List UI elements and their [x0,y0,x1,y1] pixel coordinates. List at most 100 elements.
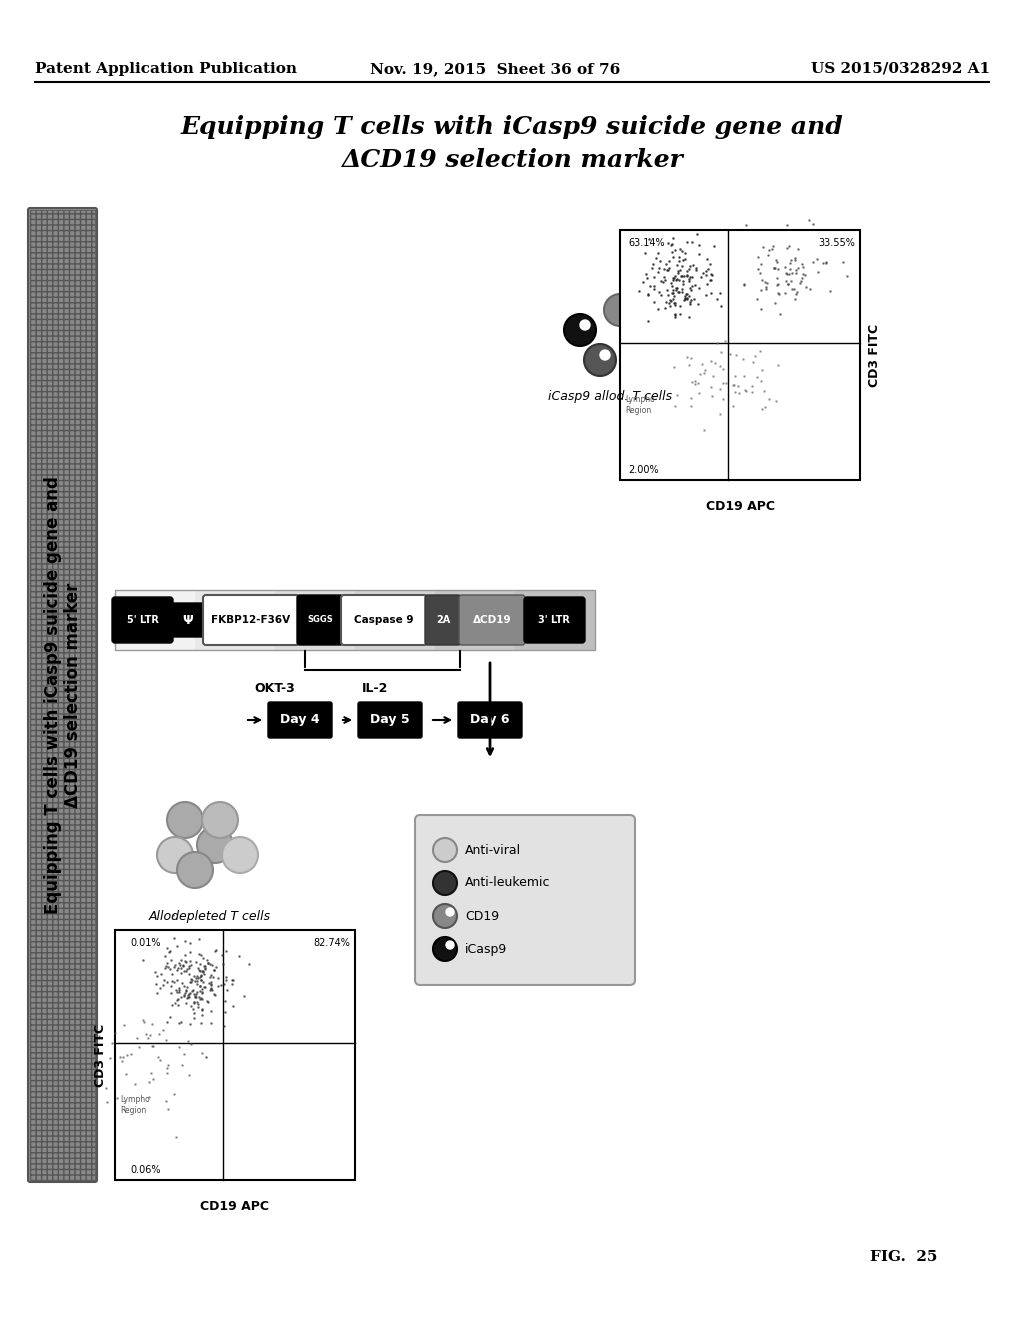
Point [194,978,210,999]
Point [672,259,688,280]
Point [181,957,198,978]
Point [170,978,186,999]
Point [176,975,193,997]
Point [644,253,660,275]
Point [158,956,174,977]
Point [144,1068,161,1089]
Point [835,252,851,273]
Point [127,1073,143,1094]
Point [669,255,685,276]
Point [684,275,700,296]
Text: iCasp9: iCasp9 [465,942,507,956]
FancyBboxPatch shape [112,597,173,643]
Point [184,979,201,1001]
Point [666,247,682,268]
Point [206,983,222,1005]
Point [169,981,185,1002]
Point [761,388,777,409]
Point [665,279,681,300]
Point [649,261,666,282]
Point [750,247,766,268]
Point [177,993,194,1014]
Point [641,228,657,249]
Text: 2A: 2A [436,615,451,624]
Point [665,289,681,310]
Point [784,263,801,284]
Point [753,253,769,275]
Point [129,1027,145,1048]
Point [167,979,183,1001]
Point [769,282,785,304]
Point [185,998,202,1019]
Point [166,972,182,993]
FancyBboxPatch shape [172,603,204,638]
Point [640,285,656,306]
Point [778,271,795,292]
Point [203,1001,219,1022]
Point [182,1034,199,1055]
Point [171,1036,187,1057]
Point [185,1002,202,1023]
FancyBboxPatch shape [297,595,343,645]
Point [151,1047,167,1068]
Point [197,957,213,978]
Point [703,385,720,407]
Point [162,958,178,979]
Point [665,269,681,290]
Point [727,345,743,366]
Point [678,261,694,282]
Point [199,990,215,1011]
Point [159,937,175,958]
Point [651,251,668,272]
Point [713,296,729,317]
Point [185,965,202,986]
Point [679,265,695,286]
Point [670,281,686,302]
Point [114,1051,130,1072]
Point [191,942,208,964]
Point [683,280,699,301]
Point [683,289,699,310]
Point [687,275,703,296]
Point [179,1031,196,1052]
Point [758,397,774,418]
Point [677,288,693,309]
Point [140,1072,157,1093]
Text: CD3 FITC: CD3 FITC [868,323,882,387]
Point [646,279,663,300]
Point [677,285,693,306]
Text: 0.01%: 0.01% [130,939,161,948]
Point [635,272,651,293]
Point [658,260,675,281]
Point [113,1047,129,1068]
Point [147,962,164,983]
Point [712,403,728,424]
Point [665,268,681,289]
Circle shape [584,345,616,376]
Point [743,376,760,397]
Point [794,267,810,288]
Point [215,953,231,974]
Text: Caspase 9: Caspase 9 [354,615,414,624]
Point [157,958,173,979]
Point [115,1047,131,1068]
Point [815,252,831,273]
FancyBboxPatch shape [459,595,525,645]
Text: US 2015/0328292 A1: US 2015/0328292 A1 [811,62,990,77]
Point [665,282,681,304]
Point [691,234,708,255]
Text: 5' LTR: 5' LTR [127,615,159,624]
Point [749,367,765,388]
Point [195,960,211,981]
Point [205,966,221,987]
Point [683,387,699,408]
Point [198,1047,214,1068]
Point [179,977,196,998]
Point [713,282,729,304]
Point [757,272,773,293]
Point [681,285,697,306]
Point [734,348,751,370]
Point [197,964,213,985]
Point [753,371,769,392]
Point [679,265,695,286]
